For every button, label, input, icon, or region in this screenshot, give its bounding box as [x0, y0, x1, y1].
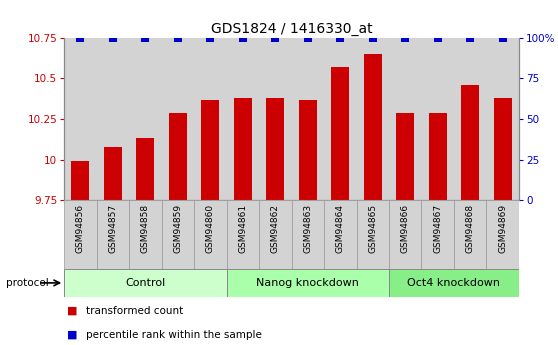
Bar: [97, 38, 129, 200]
Text: protocol: protocol: [6, 278, 49, 288]
Text: ■: ■: [67, 306, 78, 315]
Text: transformed count: transformed count: [86, 306, 184, 315]
Bar: [396, 112, 414, 200]
Point: [238, 35, 247, 41]
Bar: [169, 112, 187, 200]
Bar: [71, 161, 89, 200]
Bar: [162, 38, 194, 200]
Bar: [487, 200, 519, 269]
Bar: [234, 98, 252, 200]
Bar: [194, 200, 227, 269]
Point: [466, 35, 475, 41]
Text: GSM94857: GSM94857: [108, 204, 117, 253]
Text: ■: ■: [67, 330, 78, 339]
Bar: [389, 200, 421, 269]
Bar: [331, 67, 349, 200]
Bar: [227, 200, 259, 269]
Text: GSM94867: GSM94867: [433, 204, 442, 253]
Text: GSM94861: GSM94861: [238, 204, 247, 253]
Bar: [291, 200, 324, 269]
Bar: [64, 200, 97, 269]
Bar: [64, 269, 227, 297]
Point: [108, 35, 117, 41]
Bar: [357, 200, 389, 269]
Bar: [97, 200, 129, 269]
Bar: [389, 269, 519, 297]
Bar: [227, 38, 259, 200]
Point: [76, 35, 85, 41]
Text: GSM94864: GSM94864: [336, 204, 345, 253]
Text: GSM94865: GSM94865: [368, 204, 377, 253]
Bar: [194, 38, 227, 200]
Bar: [291, 38, 324, 200]
Bar: [227, 269, 389, 297]
Text: GSM94862: GSM94862: [271, 204, 280, 253]
Bar: [429, 112, 446, 200]
Bar: [162, 200, 194, 269]
Bar: [454, 200, 487, 269]
Bar: [104, 147, 122, 200]
Bar: [259, 38, 291, 200]
Bar: [494, 98, 512, 200]
Bar: [266, 98, 284, 200]
Bar: [137, 138, 155, 200]
Text: Nanog knockdown: Nanog knockdown: [256, 278, 359, 288]
Bar: [299, 100, 317, 200]
Point: [498, 35, 507, 41]
Bar: [129, 38, 162, 200]
Bar: [201, 100, 219, 200]
Bar: [454, 38, 487, 200]
Bar: [324, 200, 357, 269]
Title: GDS1824 / 1416330_at: GDS1824 / 1416330_at: [211, 21, 372, 36]
Point: [174, 35, 182, 41]
Text: GSM94859: GSM94859: [174, 204, 182, 253]
Point: [401, 35, 410, 41]
Bar: [259, 200, 291, 269]
Point: [336, 35, 345, 41]
Text: GSM94868: GSM94868: [466, 204, 475, 253]
Text: GSM94860: GSM94860: [206, 204, 215, 253]
Point: [206, 35, 215, 41]
Text: Oct4 knockdown: Oct4 knockdown: [407, 278, 501, 288]
Text: GSM94858: GSM94858: [141, 204, 150, 253]
Text: GSM94869: GSM94869: [498, 204, 507, 253]
Bar: [421, 38, 454, 200]
Bar: [421, 200, 454, 269]
Text: Control: Control: [125, 278, 166, 288]
Bar: [357, 38, 389, 200]
Bar: [487, 38, 519, 200]
Bar: [129, 200, 162, 269]
Point: [304, 35, 312, 41]
Bar: [324, 38, 357, 200]
Text: percentile rank within the sample: percentile rank within the sample: [86, 330, 262, 339]
Bar: [461, 85, 479, 200]
Text: GSM94866: GSM94866: [401, 204, 410, 253]
Point: [368, 35, 377, 41]
Point: [271, 35, 280, 41]
Text: GSM94856: GSM94856: [76, 204, 85, 253]
Text: GSM94863: GSM94863: [304, 204, 312, 253]
Bar: [364, 54, 382, 200]
Point: [433, 35, 442, 41]
Point: [141, 35, 150, 41]
Bar: [64, 38, 97, 200]
Bar: [389, 38, 421, 200]
